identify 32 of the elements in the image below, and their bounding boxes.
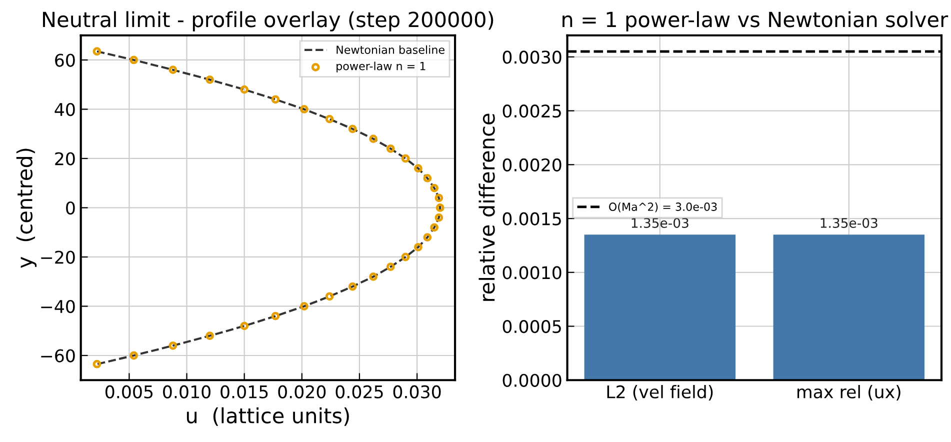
legend-label: O(Ma^2) = 3.0e-03 — [609, 202, 717, 212]
y-tick-label: 0.0030 — [502, 50, 562, 64]
y-tick-label: 60 — [55, 54, 75, 67]
y-axis-title: relative difference — [478, 114, 495, 301]
y-tick-label: −60 — [41, 349, 75, 362]
x-tick-label: max rel (ux) — [797, 384, 900, 400]
x-axis-title: u (lattice units) — [186, 407, 349, 426]
y-tick-label: −40 — [41, 300, 75, 314]
data-label: 1.35e-03 — [632, 218, 688, 228]
legend-label: power-law n = 1 — [336, 62, 426, 72]
chart-title: Neutral limit - profile overlay (step 200000) — [43, 11, 494, 32]
y-tick-label: 0.0005 — [502, 320, 561, 334]
y-tick-label: −20 — [41, 250, 75, 264]
y-tick-label: 0.0020 — [502, 158, 562, 172]
x-tick-label: 0.025 — [336, 385, 383, 398]
chart-title: n = 1 power-law vs Newtonian solver — [562, 11, 948, 32]
legend-label: Newtonian baseline — [336, 45, 444, 54]
x-tick-label: 0.030 — [393, 385, 441, 398]
y-tick-label: 0.0010 — [502, 266, 562, 280]
y-tick-label: 0.0025 — [502, 104, 561, 118]
x-tick-label: L2 (vel field) — [607, 384, 713, 400]
data-label: 1.35e-03 — [820, 218, 878, 228]
y-axis-title: y (centred) — [16, 148, 37, 268]
y-tick-label: 0 — [66, 201, 75, 215]
y-tick-label: 40 — [54, 102, 75, 116]
x-tick-label: 0.005 — [105, 385, 153, 398]
x-tick-label: 0.015 — [220, 385, 268, 398]
y-tick-label: 0.0000 — [502, 374, 562, 387]
x-tick-label: 0.020 — [278, 385, 326, 398]
x-tick-label: 0.010 — [163, 385, 210, 398]
y-tick-label: 20 — [55, 152, 75, 166]
y-tick-label: 0.0015 — [502, 212, 561, 226]
